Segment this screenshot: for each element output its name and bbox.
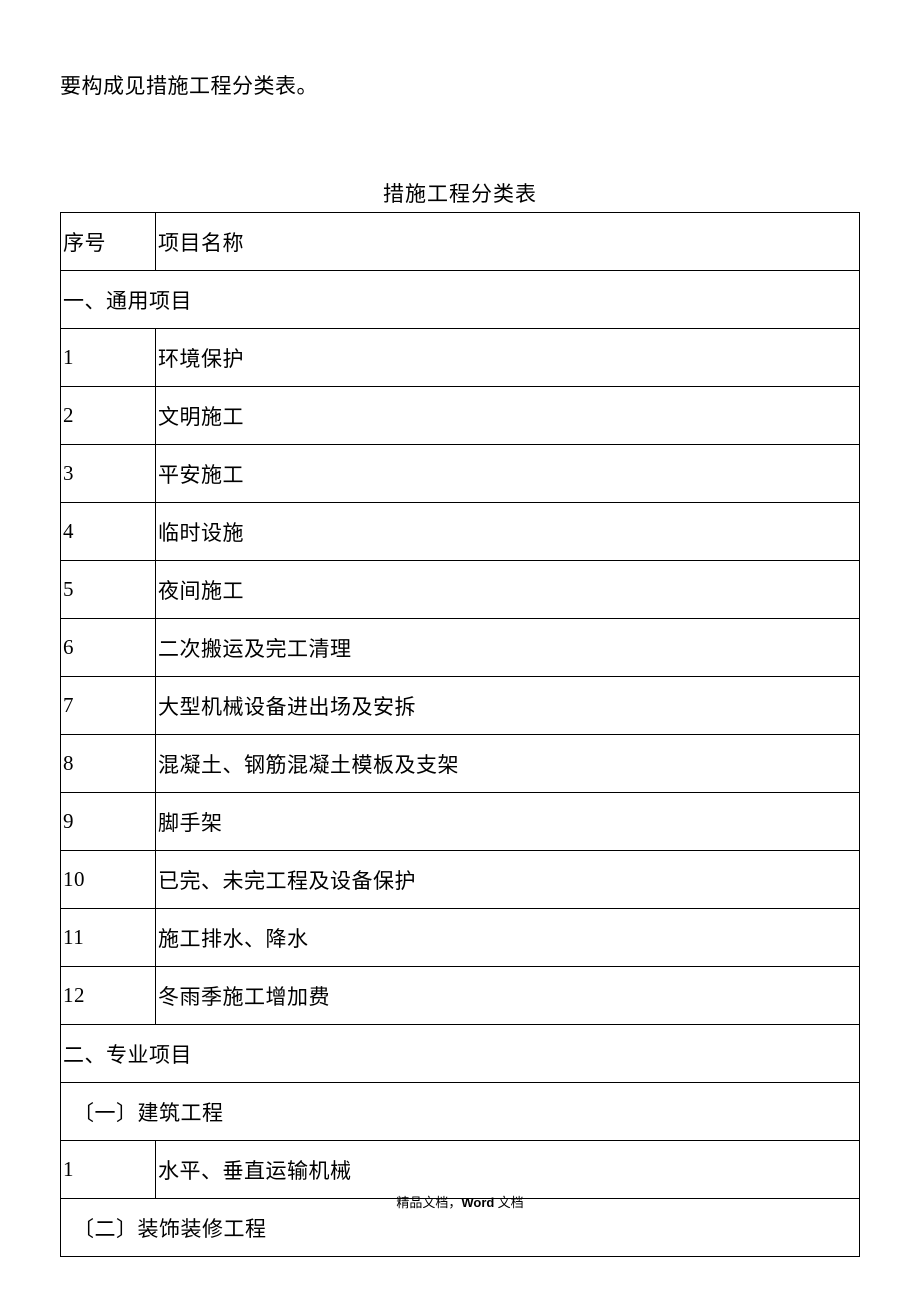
table-header-row: 序号 项目名称 (61, 213, 860, 271)
table-row: 1环境保护 (61, 329, 860, 387)
table-row: 8混凝土、钢筋混凝土模板及支架 (61, 735, 860, 793)
cell-seq: 6 (61, 619, 156, 677)
cell-name: 临时设施 (156, 503, 860, 561)
cell-name: 二次搬运及完工清理 (156, 619, 860, 677)
subsection-row: 〔一〕建筑工程 (61, 1083, 860, 1141)
cell-name: 平安施工 (156, 445, 860, 503)
cell-seq: 9 (61, 793, 156, 851)
footer-text-a: 精品文档， (396, 1195, 461, 1210)
cell-name: 水平、垂直运输机械 (156, 1141, 860, 1199)
header-seq: 序号 (61, 213, 156, 271)
section-row: 一、通用项目 (61, 271, 860, 329)
table-row: 7大型机械设备进出场及安拆 (61, 677, 860, 735)
cell-seq: 4 (61, 503, 156, 561)
cell-seq: 1 (61, 329, 156, 387)
cell-name: 已完、未完工程及设备保护 (156, 851, 860, 909)
cell-name: 文明施工 (156, 387, 860, 445)
cell-seq: 2 (61, 387, 156, 445)
section-2: 二、专业项目 (61, 1025, 860, 1083)
table-row: 12冬雨季施工增加费 (61, 967, 860, 1025)
subsection-1: 〔一〕建筑工程 (61, 1083, 860, 1141)
table-row: 10已完、未完工程及设备保护 (61, 851, 860, 909)
cell-seq: 12 (61, 967, 156, 1025)
cell-seq: 8 (61, 735, 156, 793)
cell-seq: 10 (61, 851, 156, 909)
table-row: 5夜间施工 (61, 561, 860, 619)
table-row: 6二次搬运及完工清理 (61, 619, 860, 677)
header-name: 项目名称 (156, 213, 860, 271)
classification-table: 序号 项目名称 一、通用项目 1环境保护 2文明施工 3平安施工 4临时设施 5… (60, 212, 860, 1257)
cell-seq: 11 (61, 909, 156, 967)
cell-name: 夜间施工 (156, 561, 860, 619)
section-1: 一、通用项目 (61, 271, 860, 329)
table-row: 9脚手架 (61, 793, 860, 851)
cell-seq: 1 (61, 1141, 156, 1199)
cell-name: 环境保护 (156, 329, 860, 387)
table-caption: 措施工程分类表 (60, 178, 860, 208)
cell-name: 混凝土、钢筋混凝土模板及支架 (156, 735, 860, 793)
table-row: 1水平、垂直运输机械 (61, 1141, 860, 1199)
section-row: 二、专业项目 (61, 1025, 860, 1083)
cell-seq: 3 (61, 445, 156, 503)
page-footer: 精品文档，Word 文档 (0, 1192, 920, 1211)
cell-name: 施工排水、降水 (156, 909, 860, 967)
table-row: 3平安施工 (61, 445, 860, 503)
cell-name: 大型机械设备进出场及安拆 (156, 677, 860, 735)
table-row: 11施工排水、降水 (61, 909, 860, 967)
cell-name: 冬雨季施工增加费 (156, 967, 860, 1025)
footer-text-c: 文档 (494, 1195, 523, 1210)
intro-text: 要构成见措施工程分类表。 (60, 70, 860, 100)
table-row: 2文明施工 (61, 387, 860, 445)
cell-name: 脚手架 (156, 793, 860, 851)
footer-text-b: Word (461, 1195, 494, 1210)
cell-seq: 5 (61, 561, 156, 619)
table-row: 4临时设施 (61, 503, 860, 561)
cell-seq: 7 (61, 677, 156, 735)
